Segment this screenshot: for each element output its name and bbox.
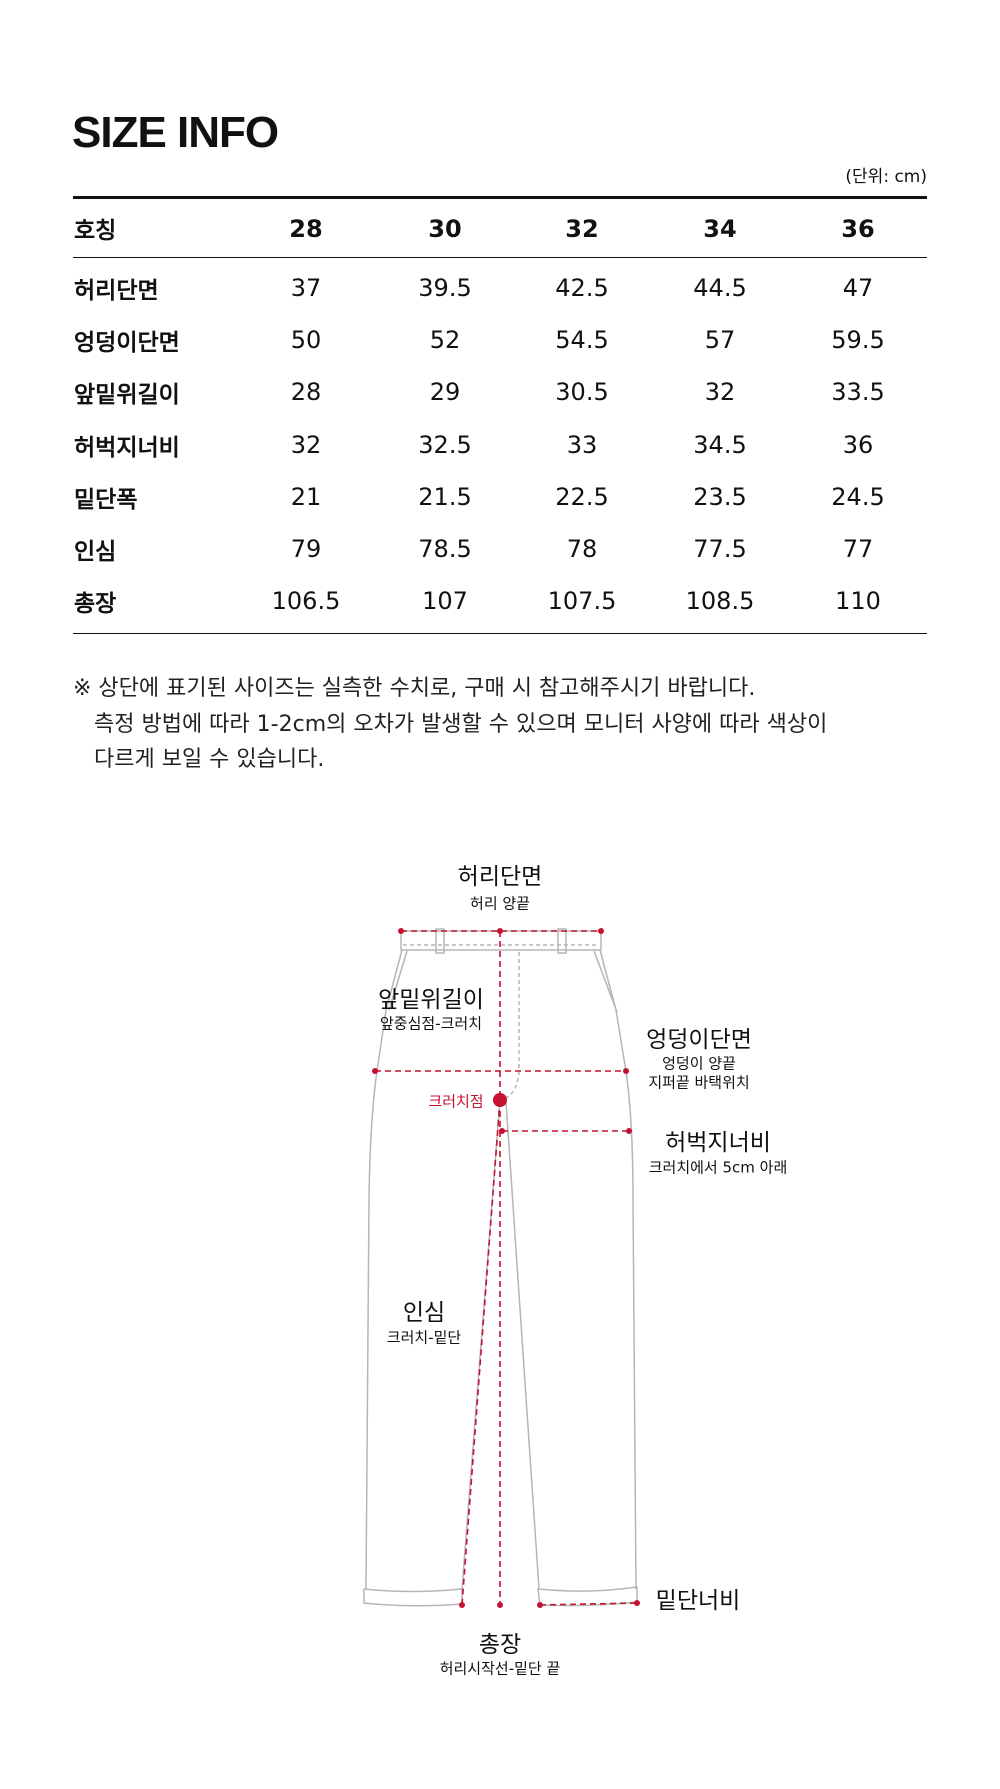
table-cell: 79 [290, 535, 322, 563]
table-cell: 110 [835, 587, 881, 616]
point [497, 928, 503, 934]
header-label: 호칭 [74, 218, 117, 244]
note-line: 다르게 보일 수 있습니다. [94, 747, 325, 772]
row-label: 총장 [74, 591, 117, 618]
table-cell: 107 [422, 587, 468, 616]
row-label: 인심 [74, 539, 117, 565]
table-cell: 37 [290, 274, 322, 302]
table-cell: 36 [842, 430, 874, 459]
table-cell: 34.5 [693, 430, 747, 459]
table-cell: 33 [566, 430, 598, 459]
table-cell: 32.5 [418, 430, 472, 459]
note-line: ※ 상단에 표기된 사이즈는 실측한 수치로, 구매 시 참고해주시기 바랍니다… [73, 676, 756, 701]
point [623, 1068, 629, 1074]
belt-loop [435, 928, 445, 954]
right-pocket [593, 950, 618, 1013]
table-cell: 24.5 [831, 482, 885, 511]
size-header: 28 [289, 215, 323, 243]
left-cuff [363, 1588, 463, 1607]
table-cell: 106.5 [271, 587, 341, 616]
table-cell: 54.5 [555, 326, 609, 355]
belt-loop [557, 928, 567, 954]
hem-line [539, 1602, 638, 1606]
table-cell: 42.5 [555, 274, 609, 302]
point [634, 1600, 640, 1606]
table-cell: 78.5 [418, 535, 472, 563]
hem-title: 밑단너비 [655, 1588, 741, 1614]
thigh-desc: 크러치에서 5cm 아래 [648, 1158, 788, 1177]
header-rule [73, 257, 927, 258]
table-cell: 50 [290, 326, 322, 355]
inseam-desc: 크러치-밑단 [386, 1328, 462, 1347]
table-cell: 23.5 [693, 482, 747, 511]
point [459, 1602, 465, 1608]
size-header: 34 [703, 215, 737, 243]
rise-title: 앞밑위길이 [378, 987, 484, 1013]
left-pocket [388, 950, 408, 1011]
table-cell: 59.5 [831, 326, 885, 355]
inseam-title: 인심 [402, 1300, 446, 1326]
point [598, 928, 604, 934]
table-bottom-rule [73, 633, 927, 634]
table-cell: 47 [842, 274, 874, 302]
size-header: 32 [565, 215, 599, 243]
table-cell: 108.5 [685, 587, 755, 616]
table-cell: 32 [290, 430, 322, 459]
table-cell: 77 [842, 535, 874, 563]
table-cell: 77.5 [693, 535, 747, 563]
page-title: SIZE INFO [72, 108, 279, 157]
table-cell: 29 [429, 378, 461, 407]
table-cell: 21.5 [418, 482, 472, 511]
thigh-title: 허벅지너비 [665, 1130, 771, 1156]
row-label: 엉덩이단면 [74, 330, 180, 357]
point [499, 1128, 505, 1134]
point [372, 1068, 378, 1074]
rise-desc: 앞중심점-크러치 [379, 1014, 483, 1033]
table-cell: 52 [429, 326, 461, 355]
row-label: 허벅지너비 [74, 434, 180, 461]
point [497, 1602, 503, 1608]
length-title: 총장 [478, 1632, 522, 1658]
note-line: 측정 방법에 따라 1-2cm의 오차가 발생할 수 있으며 모니터 사양에 따… [94, 712, 828, 737]
unit-label: (단위: cm) [845, 167, 927, 187]
hip-desc: 지퍼끝 바택위치 [648, 1073, 750, 1092]
table-top-rule [73, 196, 927, 199]
inseam-line [461, 1099, 501, 1606]
size-header: 36 [841, 215, 875, 243]
table-cell: 107.5 [547, 587, 617, 616]
fly-stitch [505, 952, 520, 1099]
table-cell: 39.5 [418, 274, 472, 302]
table-cell: 44.5 [693, 274, 747, 302]
crotch-point-marker [493, 1093, 507, 1107]
crotch-point-label: 크러치점 [428, 1092, 484, 1111]
waist-desc: 허리 양끝 [470, 894, 530, 913]
table-cell: 22.5 [555, 482, 609, 511]
row-label: 밑단폭 [74, 486, 138, 513]
waist-title: 허리단면 [457, 864, 543, 890]
length-desc: 허리시작선-밑단 끝 [439, 1659, 561, 1678]
table-cell: 28 [290, 378, 322, 407]
hip-desc: 엉덩이 양끝 [662, 1054, 736, 1073]
table-cell: 21 [290, 482, 322, 511]
point [537, 1602, 543, 1608]
hip-title: 엉덩이단면 [646, 1027, 752, 1053]
table-cell: 32 [704, 378, 736, 407]
size-header: 30 [428, 215, 462, 243]
point [398, 928, 404, 934]
point [626, 1128, 632, 1134]
row-label: 앞밑위길이 [74, 382, 180, 409]
table-cell: 57 [704, 326, 736, 355]
table-cell: 30.5 [555, 378, 609, 407]
table-cell: 33.5 [831, 378, 885, 407]
measure-points [372, 928, 640, 1608]
row-label: 허리단면 [74, 278, 159, 304]
table-cell: 78 [566, 535, 598, 563]
